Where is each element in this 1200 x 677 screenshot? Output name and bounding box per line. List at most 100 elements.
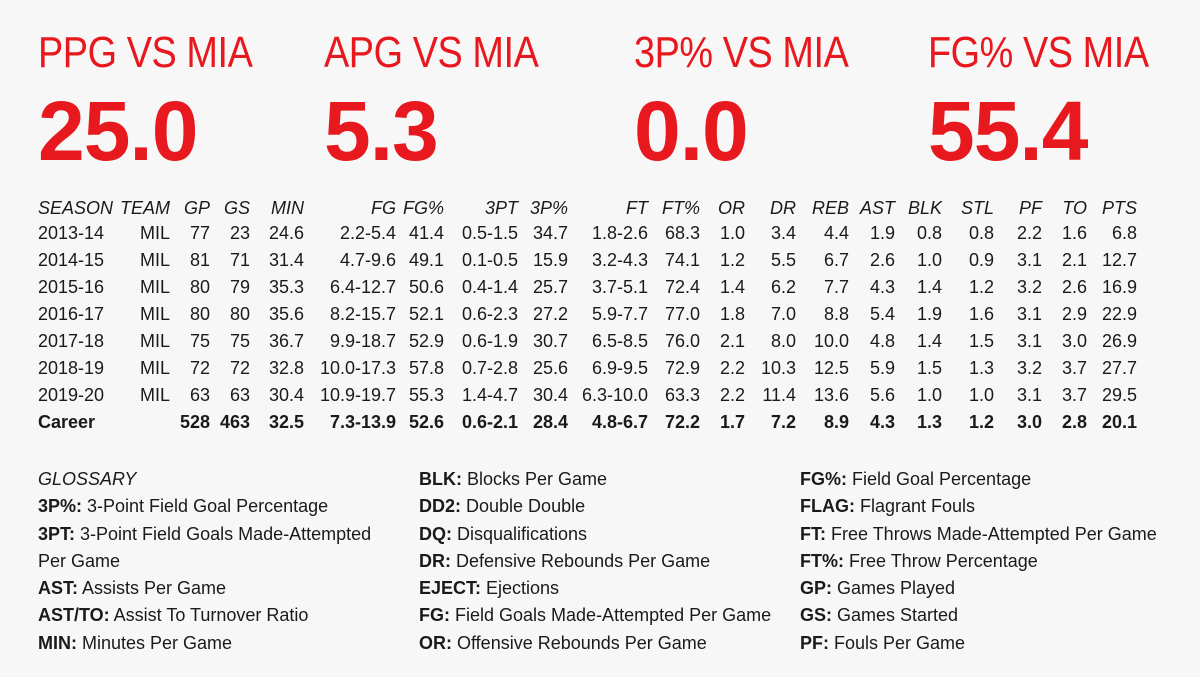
table-cell: 72.2 <box>664 412 701 432</box>
table-cell: 77 <box>189 223 211 243</box>
glossary-definition: Free Throw Percentage <box>844 550 1038 571</box>
table-cell: 5.9-7.7 <box>591 304 649 324</box>
table-cell: 2.9 <box>1061 304 1088 324</box>
table-cell: 27.2 <box>532 304 569 324</box>
table-cell: MIL <box>140 358 171 378</box>
column-header: REB <box>812 197 850 218</box>
table-cell: 8.8 <box>823 304 850 324</box>
table-cell: 463 <box>219 412 251 432</box>
table-cell: 2018-19 <box>38 358 105 378</box>
table-cell: 6.7 <box>823 250 850 270</box>
column-header: DR <box>770 197 797 218</box>
column-header: FT% <box>662 197 701 218</box>
table-cell: 1.8 <box>719 304 746 324</box>
table-cell: 6.5-8.5 <box>591 331 649 351</box>
table-cell: 29.5 <box>1101 385 1138 405</box>
glossary-item: GS: Games Started <box>800 602 1157 629</box>
table-cell: 28.4 <box>532 412 569 432</box>
table-cell: 528 <box>179 412 211 432</box>
table-cell: 1.4 <box>916 331 943 351</box>
column-header: PTS <box>1102 197 1138 218</box>
table-cell: 50.6 <box>408 277 445 297</box>
table-cell: 2.2-5.4 <box>339 223 397 243</box>
table-cell: 7.0 <box>770 304 797 324</box>
table-cell: 10.0 <box>813 331 850 351</box>
stat-label: 3P% VS MIA <box>634 28 849 77</box>
glossary-term: FT: <box>800 523 826 544</box>
table-cell: 1.4-4.7 <box>461 385 519 405</box>
table-cell: 30.4 <box>532 385 569 405</box>
glossary-item: MIN: Minutes Per Game <box>38 630 371 657</box>
table-cell: 25.7 <box>532 277 569 297</box>
glossary-term: 3PT: <box>38 523 76 544</box>
glossary-item: BLK: Blocks Per Game <box>419 466 771 493</box>
table-cell: 2013-14 <box>38 223 105 243</box>
stat-value: 5.3 <box>324 84 439 178</box>
table-row: 2016-17 MIL 80 80 35.6 8.2-15.7 52.1 0.6-2.3 27.… <box>38 301 1137 328</box>
stat-label: APG VS MIA <box>324 28 539 77</box>
column-header: FG <box>371 197 397 218</box>
table-cell: 7.2 <box>770 412 797 432</box>
table-cell: 2.6 <box>1061 277 1088 297</box>
table-cell: 2.8 <box>1061 412 1088 432</box>
stat-label: PPG VS MIA <box>38 28 253 77</box>
column-header: STL <box>961 197 995 218</box>
table-cell: 24.6 <box>268 223 305 243</box>
table-cell: 3.1 <box>1016 331 1043 351</box>
table-row: 2014-15 MIL 81 71 31.4 4.7-9.6 49.1 0.1-0.5 15.9… <box>38 247 1137 274</box>
stat-value: 0.0 <box>634 84 749 178</box>
table-cell: 25.6 <box>532 358 569 378</box>
glossary-term: FT%: <box>800 550 844 571</box>
table-cell: 63 <box>189 385 211 405</box>
table-cell: 2017-18 <box>38 331 105 351</box>
table-cell: 4.3 <box>869 412 896 432</box>
table-cell: 2014-15 <box>38 250 105 270</box>
table-cell: 32.8 <box>268 358 305 378</box>
table-cell: 52.6 <box>408 412 445 432</box>
table-cell: 0.4-1.4 <box>461 277 519 297</box>
glossary-item: DQ: Disqualifications <box>419 521 771 548</box>
table-cell: 1.8-2.6 <box>591 223 649 243</box>
table-cell: 6.8 <box>1111 223 1138 243</box>
table-cell: 4.3 <box>869 277 896 297</box>
table-cell: 3.2-4.3 <box>591 250 649 270</box>
table-cell: 49.1 <box>408 250 445 270</box>
glossary-term: FG%: <box>800 469 847 489</box>
glossary-term: EJECT: <box>419 578 482 599</box>
table-cell: 1.5 <box>916 358 943 378</box>
table-cell: 9.9-18.7 <box>329 331 397 351</box>
table-cell: 4.7-9.6 <box>339 250 397 270</box>
glossary-term: PF: <box>800 632 829 653</box>
table-cell: MIL <box>140 331 171 351</box>
glossary-term: GS: <box>800 605 833 626</box>
table-cell: 0.9 <box>968 250 995 270</box>
table-cell: 20.1 <box>1101 412 1138 432</box>
table-cell: 26.9 <box>1101 331 1138 351</box>
table-cell: 10.0-17.3 <box>319 358 397 378</box>
glossary-column-2: BLK: Blocks Per Game DD2: Double Double DQ… <box>419 466 771 657</box>
table-cell: 52.1 <box>408 304 445 324</box>
table-cell: 5.4 <box>869 304 896 324</box>
table-cell: MIL <box>140 250 171 270</box>
glossary-item: FT: Free Throws Made-Attempted Per Game <box>800 521 1157 548</box>
table-cell: MIL <box>140 304 171 324</box>
table-cell: 11.4 <box>762 385 797 405</box>
table-cell: 52.9 <box>408 331 445 351</box>
column-header: FG% <box>403 197 445 218</box>
table-cell: 1.2 <box>968 412 995 432</box>
table-cell: 55.3 <box>408 385 445 405</box>
glossary-definition: 3-Point Field Goals Made-Attempted <box>75 523 372 544</box>
table-cell: 76.0 <box>664 331 701 351</box>
glossary-item: EJECT: Ejections <box>419 575 771 602</box>
table-cell: 15.9 <box>532 250 569 270</box>
table-cell: 72 <box>229 358 251 378</box>
table-cell: 2.6 <box>869 250 896 270</box>
stat-block-fg-pct: FG% VS MIA 55.4 <box>928 30 1185 175</box>
glossary-item: GP: Games Played <box>800 575 1157 602</box>
table-cell: 1.0 <box>968 385 995 405</box>
table-row: 2015-16 MIL 80 79 35.3 6.4-12.7 50.6 0.4-1.4 25.… <box>38 274 1137 301</box>
table-cell: 8.2-15.7 <box>329 304 397 324</box>
glossary-item: Per Game <box>38 548 371 575</box>
glossary-definition: Flagrant Fouls <box>854 496 976 517</box>
table-cell: 72 <box>189 358 211 378</box>
